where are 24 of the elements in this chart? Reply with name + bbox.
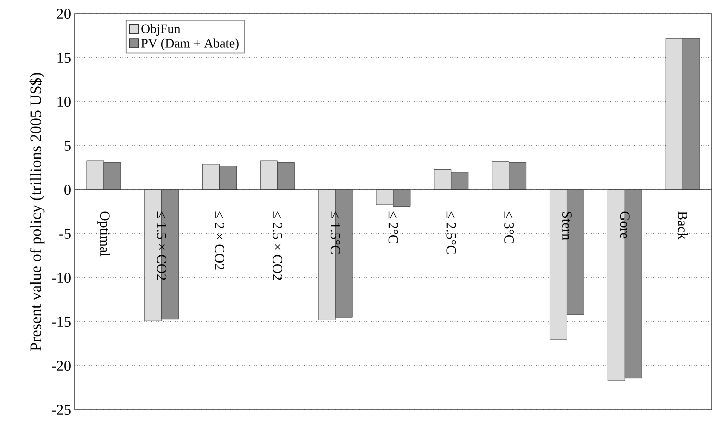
y-axis-title: Present value of policy (trillions 2005 US$) [30,73,45,352]
y-tick-label: 20 [57,8,71,20]
x-tick-label: Gore [620,212,630,239]
x-tick-label: ≤ 2 × CO2 [215,212,224,270]
y-tick-label: -25 [52,404,71,416]
y-tick-label: -5 [60,229,71,239]
legend-label: PV (Dam + Abate) [142,38,239,51]
x-tick-label: ≤ 2°C [388,212,398,244]
x-tick-label: ≤ 3°C [504,212,514,244]
x-tick-label: Optimal [98,212,110,257]
x-tick-label: ≤ 2.5 × CO2 [272,212,282,280]
x-tick-label: ≤ 1.5°C [330,212,340,254]
x-tick-label: Stern [562,212,572,240]
y-tick-label: 15 [58,53,71,63]
y-tick-label: -20 [52,360,71,372]
y-tick-label: -15 [52,317,71,327]
y-tick-label: 10 [58,96,71,108]
legend-label: ObjFun [142,24,181,36]
y-tick-label: 0 [64,184,71,196]
x-tick-label: Back [678,212,688,240]
y-tick-label: -10 [52,272,71,284]
x-tick-label: ≤ 2.5°C [446,212,456,254]
x-tick-label: ≤ 1.5 × CO2 [157,212,167,280]
y-tick-label: 5 [64,141,71,151]
